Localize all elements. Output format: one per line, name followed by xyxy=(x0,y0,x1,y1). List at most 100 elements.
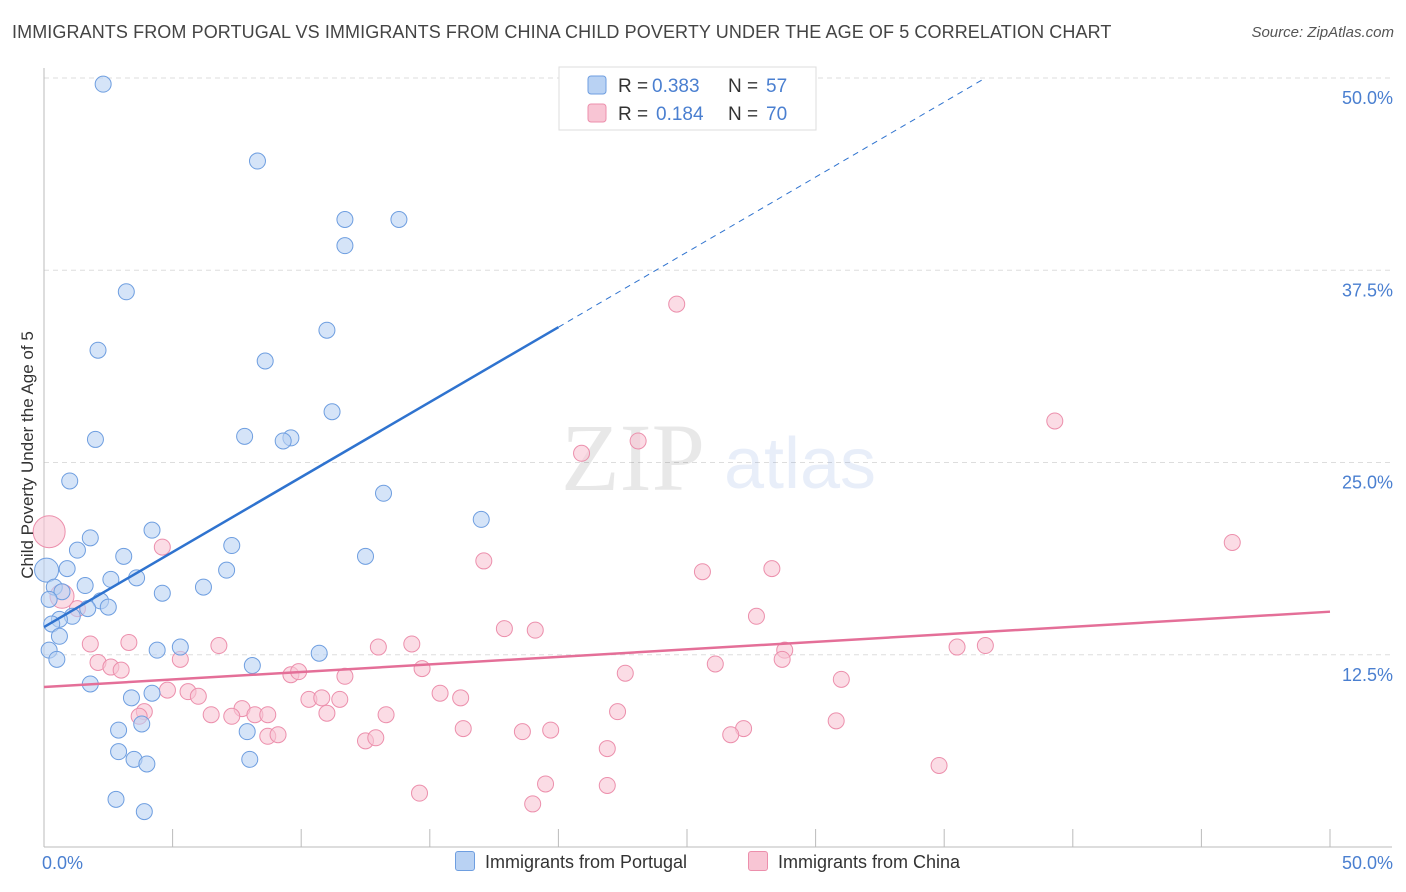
watermark-atlas: atlas xyxy=(724,424,876,504)
portugal-series xyxy=(34,75,490,821)
portugal-point xyxy=(110,721,128,739)
china-point xyxy=(573,444,591,462)
china-point xyxy=(495,620,513,638)
bottom-legend-china-swatch xyxy=(748,851,768,871)
china-point xyxy=(475,552,493,570)
china-point xyxy=(513,723,531,741)
tick-labels: 12.5% 25.0% 37.5% 50.0% 0.0% 50.0% xyxy=(42,88,1393,873)
source-credit: Source: ZipAtlas.com xyxy=(1251,24,1394,41)
portugal-point xyxy=(76,577,94,595)
portugal-point xyxy=(336,237,354,255)
china-point xyxy=(112,661,130,679)
china-point xyxy=(452,689,470,707)
portugal-point xyxy=(143,521,161,539)
portugal-point xyxy=(223,537,241,555)
portugal-point xyxy=(138,755,156,773)
legend-china-n-value: 70 xyxy=(766,104,787,125)
china-point xyxy=(189,687,207,705)
bottom-legend-portugal: Immigrants from Portugal xyxy=(455,851,687,873)
china-point xyxy=(832,670,850,688)
portugal-trend-line xyxy=(43,326,560,629)
x-tick-label-max: 50.0% xyxy=(1342,853,1393,873)
portugal-point xyxy=(94,75,112,93)
y-tick-label: 50.0% xyxy=(1342,88,1393,108)
portugal-point xyxy=(153,584,171,602)
axes xyxy=(43,68,1392,848)
portugal-point xyxy=(50,627,68,645)
china-point xyxy=(369,638,387,656)
portugal-point xyxy=(310,644,328,662)
china-point xyxy=(668,295,686,313)
portugal-point xyxy=(148,641,166,659)
portugal-point xyxy=(61,472,79,490)
china-trend-line xyxy=(43,610,1331,689)
china-point xyxy=(747,607,765,625)
portugal-trend-extension xyxy=(558,79,984,328)
y-tick-label: 37.5% xyxy=(1342,280,1393,300)
china-point xyxy=(377,706,395,724)
portugal-point xyxy=(40,590,58,608)
y-tick-label: 12.5% xyxy=(1342,665,1393,685)
china-point xyxy=(722,726,740,744)
legend-portugal-r-value: 0.383 xyxy=(652,76,700,97)
legend-portugal-n-label: N = xyxy=(728,76,758,97)
china-point xyxy=(706,655,724,673)
portugal-point xyxy=(171,638,189,656)
portugal-point xyxy=(336,210,354,228)
portugal-point xyxy=(248,152,266,170)
x-tick-label-min: 0.0% xyxy=(42,853,83,873)
china-point xyxy=(413,660,431,678)
correlation-legend: R = 0.383 N = 57 R = 0.184 N = 70 xyxy=(558,66,817,131)
china-point xyxy=(763,560,781,578)
china-point xyxy=(526,621,544,639)
portugal-point xyxy=(357,547,374,565)
portugal-point xyxy=(58,560,76,578)
legend-china-swatch xyxy=(587,103,607,123)
portugal-point xyxy=(135,803,153,821)
china-point xyxy=(537,775,555,793)
portugal-point xyxy=(274,432,292,450)
china-point xyxy=(153,538,171,556)
legend-portugal-r-label: R = xyxy=(618,76,648,97)
china-point xyxy=(120,633,138,651)
china-point xyxy=(827,712,845,730)
portugal-point xyxy=(107,790,125,808)
bottom-legend-china: Immigrants from China xyxy=(748,851,960,873)
china-point xyxy=(542,721,560,739)
china-point xyxy=(318,704,336,722)
china-point xyxy=(609,703,627,721)
china-point xyxy=(431,684,449,702)
china-point xyxy=(210,637,228,655)
china-point xyxy=(948,638,966,656)
china-point xyxy=(693,563,711,581)
china-point xyxy=(367,729,385,747)
portugal-point xyxy=(34,557,60,583)
china-point xyxy=(403,635,421,653)
portugal-point xyxy=(390,210,408,228)
china-point xyxy=(1223,533,1241,551)
china-point xyxy=(976,637,994,655)
portugal-point xyxy=(236,427,254,445)
portugal-point xyxy=(472,510,490,528)
y-axis-label: Child Poverty Under the Age of 5 xyxy=(18,331,37,579)
china-point xyxy=(930,756,948,774)
china-point xyxy=(331,690,349,708)
portugal-point xyxy=(122,689,140,707)
portugal-point xyxy=(218,561,236,579)
china-point xyxy=(598,740,616,758)
portugal-point xyxy=(241,750,259,768)
portugal-point xyxy=(86,430,104,448)
china-point xyxy=(629,432,647,450)
trend-lines xyxy=(43,79,1331,689)
portugal-point xyxy=(68,541,86,559)
china-point xyxy=(202,706,220,724)
portugal-point xyxy=(89,341,107,359)
legend-china-r-label: R = xyxy=(618,104,648,125)
portugal-point xyxy=(194,578,212,596)
bottom-legend-portugal-label: Immigrants from Portugal xyxy=(485,852,688,872)
gridlines xyxy=(44,77,1392,656)
portugal-point xyxy=(243,657,261,675)
china-point xyxy=(454,720,472,738)
china-point xyxy=(313,689,331,707)
portugal-point xyxy=(53,583,71,601)
